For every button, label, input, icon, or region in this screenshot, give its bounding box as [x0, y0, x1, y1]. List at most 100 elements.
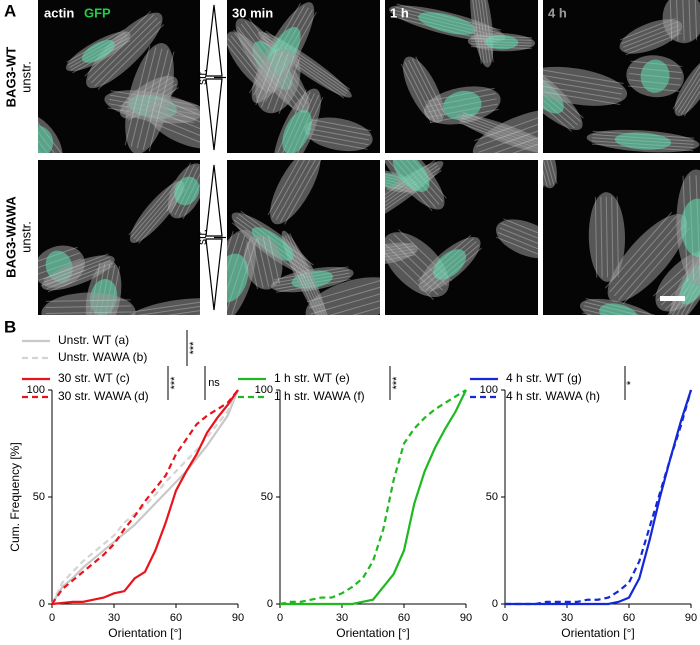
fiber: [683, 63, 700, 117]
fiber: [694, 0, 698, 41]
fiber: [142, 50, 169, 150]
fiber: [310, 289, 380, 315]
cell-actin: [472, 108, 538, 153]
significance-label: ***: [391, 376, 403, 390]
channel-label: GFP: [84, 5, 111, 20]
significance-label: ***: [188, 341, 200, 355]
fiber: [130, 182, 179, 238]
time-label: 1 h: [390, 5, 409, 20]
fiber: [46, 318, 131, 320]
series-line: [51, 389, 240, 605]
cell-gfp: [680, 198, 700, 258]
arrow-down: [205, 78, 223, 151]
scale-bar: [660, 296, 685, 301]
cell-actin: [402, 56, 444, 123]
significance-label: *: [625, 380, 637, 385]
fiber: [46, 311, 131, 315]
legend-label: Unstr. WT (a): [58, 333, 129, 347]
cell-actin: [543, 66, 628, 106]
cell-gfp: [640, 59, 670, 93]
channel-label: actin: [44, 5, 74, 20]
x-tick-label: 90: [232, 612, 244, 624]
fiber: [124, 45, 151, 146]
cell-gfp: [484, 34, 519, 50]
cells: [389, 0, 538, 153]
fiber: [543, 160, 555, 185]
fiber: [275, 160, 315, 220]
fiber: [404, 62, 436, 122]
x-axis-label: Orientation [°]: [108, 626, 182, 640]
fiber: [97, 24, 165, 90]
panel-label: A: [4, 1, 16, 20]
cell-gfp: [227, 253, 249, 303]
cell-actin: [674, 56, 700, 117]
x-tick-label: 30: [561, 612, 573, 624]
fiber: [605, 196, 609, 278]
x-tick-label: 0: [49, 612, 55, 624]
fiber: [478, 117, 538, 153]
y-tick-label: 0: [39, 598, 45, 610]
cell-actin: [304, 117, 373, 152]
fiber: [613, 219, 681, 297]
fiber: [45, 259, 112, 286]
fiber: [503, 218, 538, 242]
fiber: [618, 223, 686, 301]
cell-gfp: [81, 39, 115, 63]
y-tick-label: 0: [492, 598, 498, 610]
fiber: [278, 57, 301, 114]
fiber: [262, 236, 275, 286]
panel-label: B: [4, 317, 16, 336]
y-tick-label: 50: [486, 491, 498, 503]
x-tick-label: 60: [623, 612, 635, 624]
cell-gfp: [174, 176, 200, 206]
fiber: [543, 88, 621, 106]
cell-gfp: [282, 109, 312, 153]
fiber: [46, 324, 131, 326]
time-label: 4 h: [548, 5, 567, 20]
row-label: BAG3-WAWA: [3, 196, 18, 278]
series-line: [505, 389, 693, 606]
fiber: [307, 128, 370, 141]
fiber: [267, 160, 307, 216]
cell-actin: [607, 214, 688, 303]
fiber: [669, 0, 673, 42]
fiber: [688, 0, 691, 41]
fiber: [543, 78, 622, 95]
fiber: [469, 0, 482, 64]
fiber: [543, 67, 624, 84]
fiber: [148, 51, 175, 152]
fiber: [497, 232, 538, 255]
legend-label: Unstr. WAWA (b): [58, 350, 147, 364]
fiber: [543, 70, 572, 132]
row-label: BAG3-WT: [3, 47, 18, 108]
fiber: [42, 253, 109, 280]
fiber: [306, 137, 368, 150]
significance-label: ***: [169, 376, 181, 390]
cell-gfp: [442, 90, 482, 120]
cells: [227, 2, 373, 153]
cell-gfp: [614, 132, 672, 150]
fiber: [400, 63, 432, 124]
legend-label: 1 h str. WAWA (f): [274, 389, 365, 403]
fiber: [543, 83, 622, 100]
image-labels: actin GFP 30 min 1 h 4 h: [44, 5, 567, 20]
x-tick-label: 60: [398, 612, 410, 624]
fiber: [543, 72, 623, 90]
cell-gfp: [679, 263, 700, 305]
fiber: [227, 231, 234, 315]
cells: [38, 162, 200, 326]
fiber: [582, 308, 653, 315]
legend-label: 30 str. WT (c): [58, 371, 130, 385]
fiber: [678, 60, 700, 113]
fiber: [132, 314, 200, 315]
fiber: [600, 196, 603, 278]
fiber: [482, 129, 538, 153]
fiber: [582, 312, 652, 315]
fiber: [604, 212, 673, 289]
cells: [543, 0, 700, 153]
x-tick-label: 0: [502, 612, 508, 624]
series-line: [51, 389, 239, 606]
x-axis-label: Orientation [°]: [561, 626, 635, 640]
fiber: [474, 106, 538, 142]
fiber: [312, 295, 380, 315]
